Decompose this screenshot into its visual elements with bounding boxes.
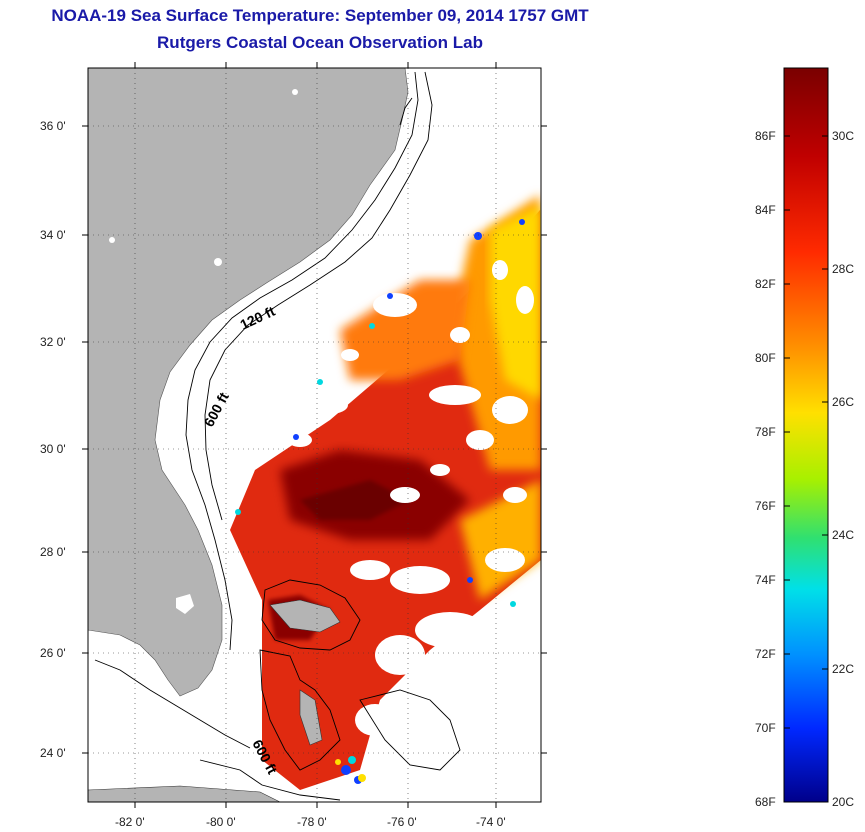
colorbar-f-label: 82F <box>755 277 776 291</box>
map-title: NOAA-19 Sea Surface Temperature: Septemb… <box>51 6 589 25</box>
landmass <box>88 68 409 802</box>
colorbar-c-label: 28C <box>832 262 855 276</box>
map-subtitle: Rutgers Coastal Ocean Observation Lab <box>157 33 483 52</box>
colorbar-c-label: 26C <box>832 395 855 409</box>
graticule <box>88 68 541 802</box>
lat-label-26: 26 0' <box>40 646 66 660</box>
colorbar-c-label: 22C <box>832 662 855 676</box>
colorbar <box>783 67 829 803</box>
colorbar-f-label: 74F <box>755 573 776 587</box>
colorbar-f-label: 86F <box>755 129 776 143</box>
lat-label-30: 30 0' <box>40 442 66 456</box>
colorbar-f-label: 76F <box>755 499 776 513</box>
lat-label-28: 28 0' <box>40 545 66 559</box>
lon-label-78: -78 0' <box>297 815 327 829</box>
lat-label-32: 32 0' <box>40 335 66 349</box>
lat-label-36: 36 0' <box>40 119 66 133</box>
colorbar-c-label: 20C <box>832 795 855 809</box>
colorbar-f-label: 84F <box>755 203 776 217</box>
lat-label-34: 34 0' <box>40 228 66 242</box>
colorbar-c-label: 30C <box>832 129 855 143</box>
lon-label-74: -74 0' <box>476 815 506 829</box>
colorbar-f-label: 72F <box>755 647 776 661</box>
colorbar-ticks <box>784 135 828 729</box>
lon-label-80: -80 0' <box>206 815 236 829</box>
colorbar-f-label: 78F <box>755 425 776 439</box>
colorbar-f-label: 68F <box>755 795 776 809</box>
lon-label-76: -76 0' <box>387 815 417 829</box>
colorbar-c-label: 24C <box>832 528 855 542</box>
lat-label-24: 24 0' <box>40 746 66 760</box>
map-ticks <box>82 62 547 808</box>
lon-label-82: -82 0' <box>115 815 145 829</box>
colorbar-f-label: 70F <box>755 721 776 735</box>
colorbar-f-label: 80F <box>755 351 776 365</box>
sst-data-layer <box>230 195 541 790</box>
map-frame <box>87 67 542 803</box>
isobath-contours <box>94 71 461 801</box>
